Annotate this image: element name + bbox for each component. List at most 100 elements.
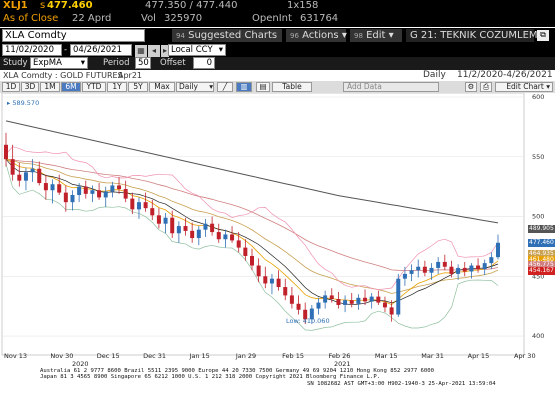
candle-body bbox=[37, 168, 42, 184]
candle-body bbox=[216, 232, 221, 240]
candle-body bbox=[489, 257, 494, 264]
tab-max[interactable]: Max bbox=[149, 82, 175, 92]
x-year-label: 2020 bbox=[72, 360, 89, 368]
candle-body bbox=[130, 198, 135, 210]
asof-bar: As of Close 22 Aprd Vol 325970 OpenInt 6… bbox=[0, 13, 555, 27]
x-tick-label: Feb 15 bbox=[282, 352, 305, 360]
vol-label: Vol bbox=[141, 13, 156, 24]
oi-value: 631764 bbox=[300, 13, 339, 24]
security-input[interactable]: XLA Comdty bbox=[2, 29, 145, 42]
actions-button[interactable]: 96 Actions ▾ bbox=[286, 29, 347, 42]
prev-icon[interactable]: ◂ bbox=[148, 45, 160, 57]
candle-body bbox=[170, 217, 175, 234]
candle-body bbox=[482, 263, 487, 270]
candle-body bbox=[376, 296, 381, 303]
candle-body bbox=[436, 261, 441, 268]
candle-body bbox=[77, 186, 82, 196]
copy-icon[interactable]: ⧉ bbox=[537, 30, 549, 41]
candle-body bbox=[356, 297, 361, 304]
date-bar: 11/02/2020 - 04/26/2021 ▦ ◂ ▸ Local CCY … bbox=[0, 43, 555, 57]
edit-chart-button[interactable]: Edit Chart ▾ bbox=[495, 82, 553, 92]
candle-body bbox=[156, 215, 161, 224]
candle-body bbox=[296, 303, 301, 310]
high-marker: ▸ 589.570 bbox=[7, 99, 39, 107]
chart-caption: XLA Comdty : GOLD FUTURES Apr21 Daily 11… bbox=[0, 70, 555, 81]
plot-area bbox=[1, 93, 525, 356]
period-input[interactable]: 50 bbox=[135, 57, 151, 69]
x-tick-label: Mar 31 bbox=[421, 352, 444, 360]
price-label: 454.167 bbox=[528, 267, 555, 275]
candle-body bbox=[136, 202, 141, 210]
candle-body bbox=[329, 295, 334, 299]
chart-title: XLA Comdty : GOLD FUTURES bbox=[3, 71, 123, 80]
end-date-input[interactable]: 04/26/2021 bbox=[70, 44, 132, 56]
tab-6m[interactable]: 6M bbox=[61, 82, 81, 92]
tab-ytd[interactable]: YTD bbox=[82, 82, 106, 92]
candle-chart-icon[interactable]: ▥ bbox=[236, 82, 252, 92]
bar-chart-icon[interactable]: ▤ bbox=[256, 82, 270, 92]
y-tick-label: 450 bbox=[532, 272, 544, 280]
candle-body bbox=[369, 296, 374, 302]
tab-1d[interactable]: 1D bbox=[2, 82, 20, 92]
tab-3d[interactable]: 3D bbox=[21, 82, 39, 92]
x-tick-label: Jan 29 bbox=[235, 352, 257, 360]
candle-body bbox=[57, 184, 62, 193]
price-chart[interactable]: 400 450 500 550 600 ▸ 589.570 Low: 410.060 bbox=[0, 93, 555, 368]
candle-body bbox=[196, 229, 201, 239]
y-tick-label: 400 bbox=[532, 332, 544, 340]
candle-body bbox=[143, 202, 148, 209]
study-select[interactable]: ExpMA ▾ bbox=[30, 57, 88, 69]
table-button[interactable]: Table bbox=[272, 82, 312, 92]
currency-select[interactable]: Local CCY ▾ bbox=[168, 44, 226, 56]
chevron-down-icon: ▾ bbox=[218, 45, 223, 55]
candle-body bbox=[462, 267, 467, 272]
asof-label: As of Close bbox=[3, 13, 59, 24]
tab-1y[interactable]: 1Y bbox=[107, 82, 127, 92]
x-tick-label: Jan 15 bbox=[189, 352, 210, 360]
add-data-input[interactable]: Add Data bbox=[343, 82, 439, 92]
y-tick-label: 600 bbox=[532, 93, 544, 101]
candle-body bbox=[363, 297, 368, 302]
price-label: 461.480 bbox=[528, 256, 555, 264]
candle-body bbox=[243, 247, 248, 256]
footer-line: Australia 61 2 9777 8600 Brazil 5511 239… bbox=[40, 368, 435, 374]
candle-body bbox=[83, 186, 88, 194]
candle-body bbox=[269, 278, 274, 284]
edit-chart-label: Edit Chart bbox=[506, 82, 544, 91]
x-tick-label: Feb 26 bbox=[328, 352, 351, 360]
calendar-icon[interactable]: ▦ bbox=[135, 45, 147, 57]
candle-body bbox=[10, 159, 15, 175]
tab-5y[interactable]: 5Y bbox=[128, 82, 148, 92]
edit-num: 98 bbox=[354, 32, 363, 40]
candle-body bbox=[283, 287, 288, 296]
ma-long-line bbox=[5, 120, 499, 224]
offset-input[interactable]: 0 bbox=[193, 57, 215, 69]
tab-1m[interactable]: 1M bbox=[40, 82, 60, 92]
candle-body bbox=[349, 300, 354, 304]
price-label: 464.935 bbox=[528, 250, 555, 258]
chevron-down-icon: ▾ bbox=[341, 30, 347, 41]
y-tick-label: 550 bbox=[532, 153, 544, 161]
candle-body bbox=[63, 192, 68, 203]
candle-body bbox=[409, 270, 414, 274]
frequency-select[interactable]: Daily ▾ bbox=[176, 82, 214, 92]
candle-body bbox=[190, 230, 195, 239]
quote-bar: XLJ1 s 477.460 477.350 / 477.440 1x158 bbox=[0, 0, 555, 13]
footer-line: SN 1082682 AST GMT+3:00 H902-1940-3 25-A… bbox=[307, 380, 496, 387]
suggested-charts-button[interactable]: 94 Suggested Charts bbox=[172, 29, 282, 42]
settings-icon[interactable]: ⚙ bbox=[465, 82, 477, 92]
x-tick-label: Nov 30 bbox=[50, 352, 74, 360]
candle-body bbox=[236, 240, 241, 248]
chevron-down-icon: ▾ bbox=[546, 82, 550, 91]
edit-button[interactable]: 98 Edit ▾ bbox=[350, 29, 402, 42]
chevron-down-icon: ▾ bbox=[80, 58, 85, 68]
print-icon[interactable]: ⎙ bbox=[480, 82, 492, 92]
next-icon[interactable]: ▸ bbox=[161, 45, 169, 57]
x-tick-label: Nov 13 bbox=[4, 352, 28, 360]
low-marker: Low: 410.060 bbox=[286, 317, 330, 325]
candle-body bbox=[389, 307, 394, 315]
candle-body bbox=[250, 255, 254, 266]
line-chart-icon[interactable]: ╱ bbox=[217, 82, 233, 92]
start-date-input[interactable]: 11/02/2020 bbox=[2, 44, 62, 56]
price-label: 489.905 bbox=[528, 225, 555, 233]
